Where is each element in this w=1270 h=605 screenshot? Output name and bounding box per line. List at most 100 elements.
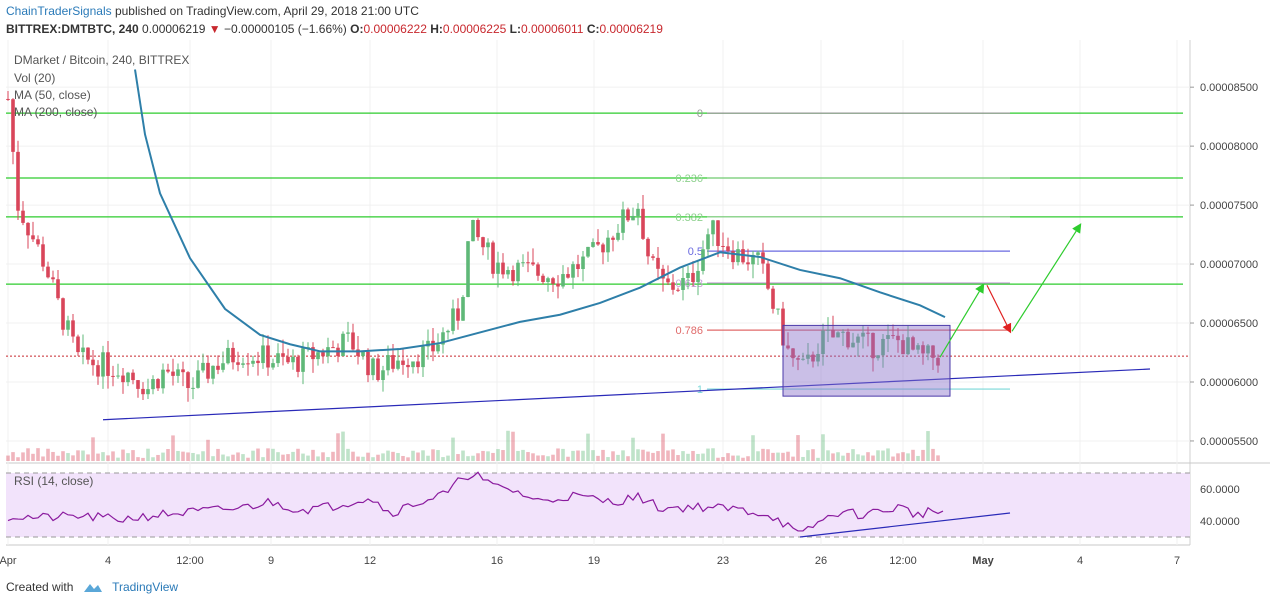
volume-bar [591, 450, 595, 461]
candle-body [96, 365, 100, 377]
volume-bar [51, 451, 55, 461]
volume-bar [536, 455, 540, 461]
candle-body [771, 288, 775, 309]
candle-body [351, 332, 355, 350]
candle-body [716, 220, 720, 246]
volume-bar [696, 453, 700, 461]
fib-level-label: 0.382 [675, 212, 703, 224]
x-tick-label: 9 [268, 555, 274, 567]
volume-bar [421, 450, 425, 461]
candle-body [11, 99, 15, 152]
candle-body [856, 336, 860, 343]
candle-body [821, 330, 825, 354]
candle-body [196, 370, 200, 388]
candle-body [641, 208, 645, 239]
candle-body [726, 246, 730, 252]
volume-bar [216, 448, 220, 461]
volume-bar [61, 451, 65, 461]
volume-bar [831, 453, 835, 461]
volume-bar [931, 448, 935, 461]
volume-bar [906, 453, 910, 461]
volume-bar [746, 456, 750, 461]
candle-body [371, 358, 375, 376]
candle-body [531, 262, 535, 265]
volume-bar [916, 455, 920, 461]
volume-bar [596, 455, 600, 461]
candle-body [506, 270, 510, 275]
candle-body [546, 278, 550, 283]
candle-body [801, 358, 805, 360]
volume-bar [256, 448, 260, 461]
candle-body [466, 241, 470, 298]
volume-bars [6, 430, 940, 461]
candle-body [86, 347, 90, 360]
volume-bar [796, 435, 800, 461]
candle-body [121, 375, 125, 383]
volume-bar [811, 449, 815, 461]
volume-bar [671, 449, 675, 461]
volume-bar [36, 448, 40, 461]
volume-bar [936, 455, 940, 461]
volume-bar [491, 452, 495, 461]
legend-rsi: RSI (14, close) [14, 474, 94, 488]
candle-body [251, 360, 255, 364]
volume-bar [751, 435, 755, 461]
volume-bar [371, 457, 375, 461]
fib-level-label: 0.786 [675, 325, 703, 337]
volume-bar [296, 448, 300, 461]
volume-bar [161, 452, 165, 461]
volume-bar [726, 453, 730, 461]
created-with-text: Created with [6, 580, 74, 594]
volume-bar [766, 449, 770, 461]
candle-body [161, 369, 165, 389]
x-tick-label: 12:00 [176, 555, 204, 567]
x-tick-label: 4 [1077, 555, 1083, 567]
candle-body [631, 215, 635, 221]
low-label: L: [509, 22, 521, 36]
candle-body [576, 264, 580, 270]
candle-body [311, 347, 315, 360]
volume-bar [406, 457, 410, 461]
candle-body [756, 252, 760, 255]
candle-body [241, 363, 245, 365]
price-chart[interactable]: 0.00005500 0.00006000 0.00006500 0.00007000… [0, 40, 1270, 570]
author-link[interactable]: ChainTraderSignals [6, 4, 112, 18]
x-tick-label: May [972, 555, 994, 567]
candle-body [681, 277, 685, 290]
candle-body [236, 362, 240, 365]
volume-bar [436, 450, 440, 461]
volume-bar [531, 453, 535, 461]
volume-bar [291, 451, 295, 461]
x-tick-label: 23 [717, 555, 729, 567]
candle-body [421, 346, 425, 368]
candle-body [416, 361, 420, 368]
volume-bar [481, 450, 485, 461]
volume-bar [651, 452, 655, 461]
tradingview-link[interactable]: TradingView [112, 580, 179, 594]
candle-body [656, 257, 660, 269]
ma50-line [134, 69, 946, 353]
volume-bar [101, 452, 105, 461]
candle-body [471, 219, 475, 242]
volume-bar [376, 454, 380, 461]
volume-bar [141, 457, 145, 461]
candle-body [36, 239, 40, 245]
candle-body [436, 344, 440, 352]
candle-body [851, 342, 855, 348]
candle-body [456, 308, 460, 321]
candle-body [571, 264, 575, 278]
candle-body [26, 222, 30, 236]
candle-body [706, 234, 710, 250]
legend-ma50: MA (50, close) [14, 88, 91, 102]
x-tick-label: 19 [588, 555, 600, 567]
volume-bar [271, 448, 275, 461]
volume-bar [616, 454, 620, 461]
candle-body [51, 277, 55, 280]
candle-body [296, 356, 300, 372]
volume-bar [646, 451, 650, 461]
volume-bar [881, 450, 885, 461]
candle-body [536, 264, 540, 276]
candle-body [556, 283, 560, 287]
candle-body [206, 362, 210, 379]
candle-body [201, 362, 205, 371]
